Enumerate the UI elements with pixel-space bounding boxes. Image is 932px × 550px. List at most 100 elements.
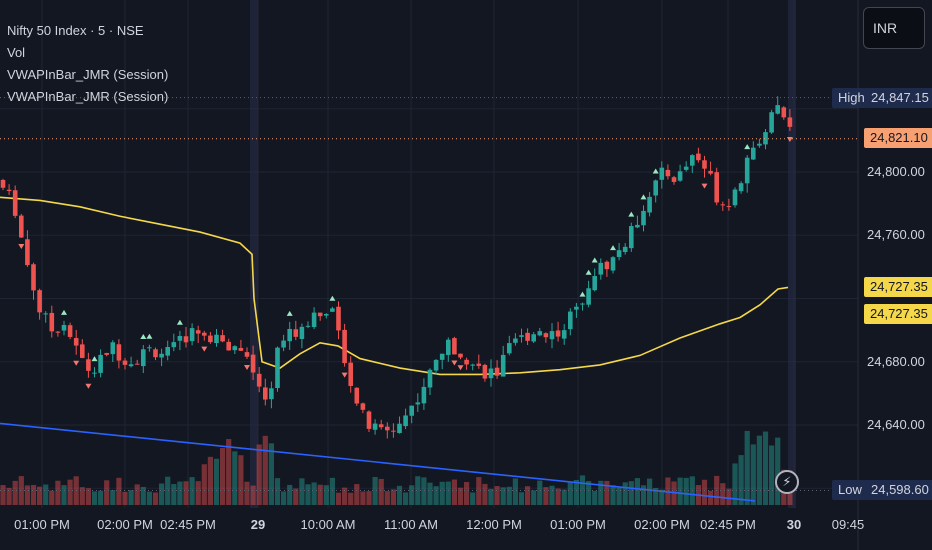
sell-signal-marker	[73, 360, 80, 366]
candle-body	[171, 342, 177, 348]
volume-bar	[567, 482, 573, 505]
candle-body	[494, 367, 500, 376]
vwap-line-path	[0, 196, 789, 376]
volume-bar	[372, 476, 378, 505]
volume-bar	[640, 485, 647, 505]
candle-body	[500, 354, 506, 377]
volume-bar	[171, 484, 177, 505]
volume-bar	[79, 487, 85, 505]
candle-body	[153, 349, 158, 358]
volume-bar	[305, 484, 311, 505]
volume-bar	[598, 480, 604, 505]
volume-bar	[512, 478, 518, 505]
volume-bar	[750, 444, 756, 505]
candle-body	[452, 338, 457, 355]
price-tick-label: 24,640.00	[867, 417, 925, 432]
volume-bar	[769, 445, 775, 505]
volume-bar	[140, 486, 146, 505]
volume-bar	[348, 492, 354, 505]
vwap-price-tag-1: 24,727.35	[864, 277, 932, 297]
volume-bar	[6, 487, 12, 505]
candle-body	[696, 153, 701, 161]
volume-bar	[311, 482, 317, 505]
volume-bar	[488, 488, 494, 505]
volume-legend[interactable]: Vol	[7, 45, 26, 60]
candle-body	[342, 329, 347, 364]
candle-body	[299, 326, 305, 339]
volume-bar	[421, 477, 427, 505]
candle-body	[330, 308, 335, 312]
candle-body	[476, 363, 482, 366]
volume-bar	[354, 484, 360, 505]
time-tick-label: 11:00 AM	[384, 517, 438, 532]
candle-body	[665, 169, 671, 177]
candle-body	[702, 160, 707, 169]
session-band	[250, 0, 258, 508]
symbol-title[interactable]: Nifty 50 Index · 5 · NSE	[7, 23, 144, 38]
volume-bar	[213, 458, 220, 505]
candle-body	[568, 311, 573, 330]
volume-bar	[67, 479, 73, 505]
volume-bar	[262, 435, 268, 505]
candle-body	[555, 330, 561, 337]
volume-bar	[85, 488, 91, 505]
volume-bar	[24, 485, 30, 505]
candle-body	[317, 312, 323, 317]
volume-bar	[37, 486, 43, 505]
volume-bar	[293, 488, 299, 505]
candle-body	[183, 336, 189, 343]
volume-bar	[226, 439, 232, 505]
candle-body	[336, 306, 341, 331]
low-label-tag: Low	[832, 480, 868, 500]
volume-bar	[616, 487, 622, 505]
volume-bar	[55, 480, 61, 505]
candle-body	[378, 424, 384, 428]
volume-bar	[701, 479, 708, 505]
volume-bar	[360, 491, 366, 505]
buy-signal-marker	[61, 309, 67, 315]
high-value-tag: 24,847.15	[865, 88, 932, 108]
candle-body	[214, 334, 219, 344]
candle-body	[25, 239, 30, 266]
sell-signal-marker	[18, 243, 25, 249]
volume-bar	[116, 477, 122, 505]
indicator-legend-2[interactable]: VWAPInBar_JMR (Session)	[7, 89, 169, 104]
indicator-legend-1[interactable]: VWAPInBar_JMR (Session)	[7, 67, 169, 82]
volume-bar	[457, 487, 464, 505]
candle-body	[287, 328, 292, 342]
volume-bar	[323, 485, 329, 505]
candle-body	[427, 369, 433, 388]
candle-body	[147, 347, 152, 349]
volume-bars	[0, 430, 793, 505]
sell-signal-marker	[701, 183, 708, 189]
volume-bar	[159, 483, 165, 505]
volume-bar	[518, 492, 525, 505]
time-tick-label: 02:00 PM	[634, 517, 690, 532]
signal-markers	[18, 136, 793, 389]
volume-bar	[433, 486, 439, 505]
candle-body	[263, 387, 268, 400]
flash-icon[interactable]: ⚡	[775, 470, 799, 494]
sell-signal-marker	[341, 372, 348, 378]
candle-body	[653, 180, 658, 196]
last-price-tag: 24,821.10	[864, 128, 932, 148]
volume-bar	[756, 435, 762, 505]
candle-body	[391, 430, 396, 432]
time-tick-label: 02:00 PM	[97, 517, 153, 532]
currency-button[interactable]: INR	[863, 7, 925, 49]
volume-bar	[415, 476, 421, 505]
volume-bar	[396, 485, 403, 505]
candle-body	[31, 264, 36, 291]
candle-body	[189, 328, 195, 342]
candle-body	[177, 335, 183, 341]
volume-bar	[329, 477, 335, 505]
price-tick-label: 24,760.00	[867, 227, 925, 243]
candle-body	[86, 359, 91, 371]
volume-bar	[775, 437, 781, 505]
volume-bar	[91, 491, 98, 505]
volume-bar	[622, 482, 628, 505]
candle-body	[275, 347, 280, 389]
candle-body	[677, 171, 683, 181]
candle-body	[592, 276, 597, 291]
